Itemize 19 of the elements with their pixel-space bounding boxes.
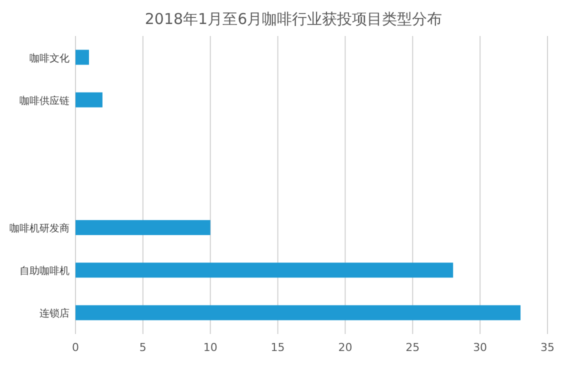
x-tick-label: 10 (203, 341, 218, 354)
bar (76, 50, 89, 65)
y-tick-label: 自助咖啡机 (20, 265, 70, 278)
y-tick-label: 咖啡机研发商 (10, 222, 70, 235)
bar (76, 92, 102, 108)
bar (76, 262, 454, 278)
y-tick-label: 连锁店 (40, 308, 70, 320)
bar (76, 305, 521, 320)
x-tick-label: 35 (540, 341, 554, 354)
chart-title: 2018年1月至6月咖啡行业获投项目类型分布 (144, 10, 442, 28)
y-tick-label: 咖啡文化 (30, 52, 70, 64)
y-tick-label: 咖啡供应链 (20, 94, 70, 107)
x-tick-label: 30 (473, 341, 488, 354)
x-tick-label: 20 (338, 341, 352, 354)
x-tick-label: 5 (139, 341, 146, 354)
x-tick-label: 0 (72, 341, 79, 354)
x-tick-label: 25 (406, 341, 420, 354)
x-tick-label: 15 (270, 341, 285, 354)
bar (76, 220, 210, 236)
